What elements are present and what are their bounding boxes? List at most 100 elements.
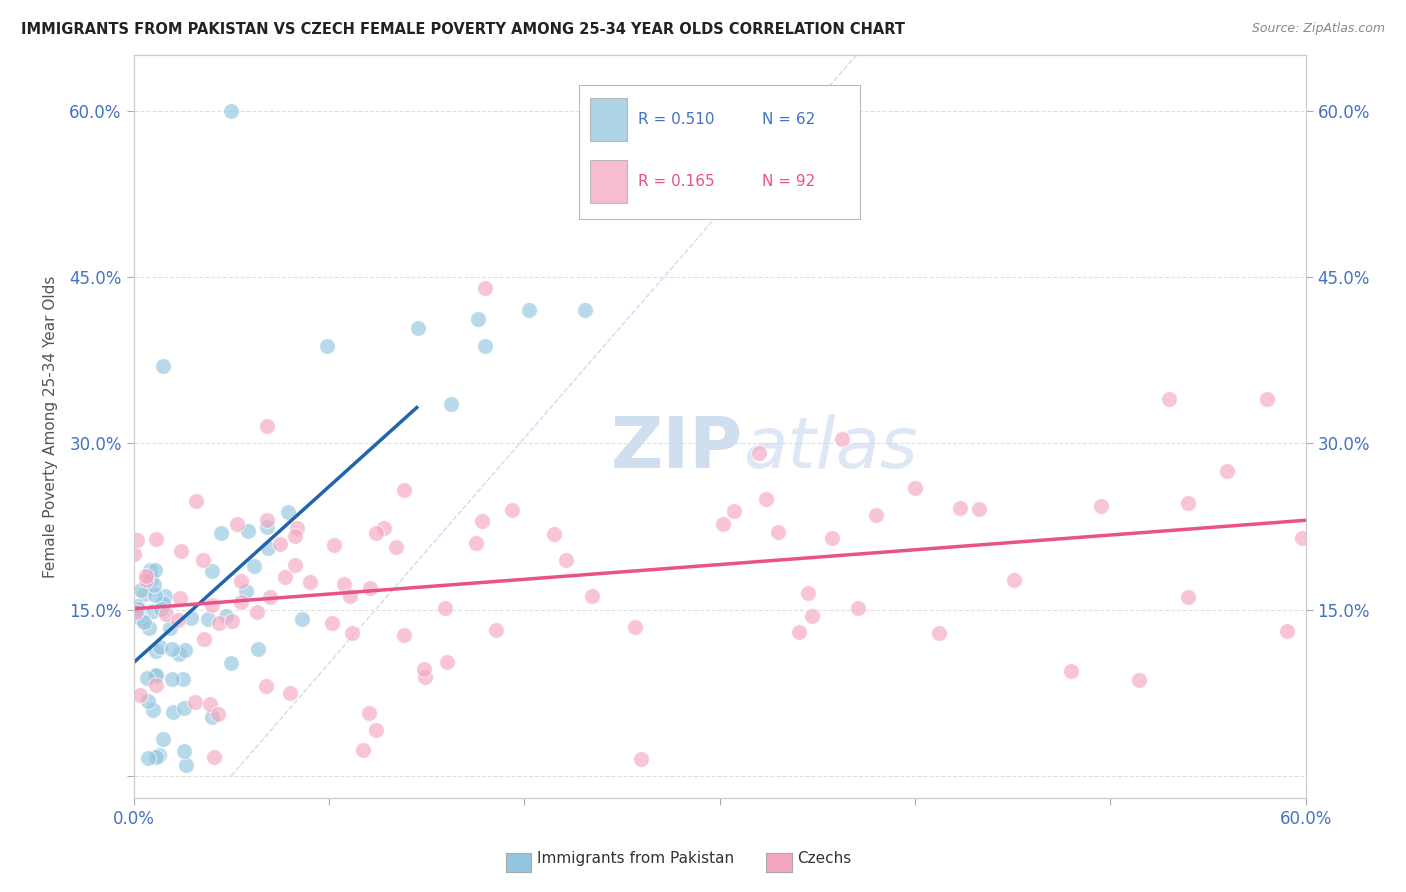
Point (1090, 500, 1112, 514)
Point (373, 521, 395, 535)
Point (291, 612, 314, 626)
Point (172, 673, 194, 687)
Point (152, 359, 174, 373)
Point (257, 541, 280, 555)
Point (723, 504, 745, 518)
Point (436, 655, 458, 669)
Point (280, 685, 302, 699)
Point (155, 607, 177, 621)
Point (219, 103, 242, 118)
Point (145, 678, 167, 692)
Point (122, 547, 145, 561)
Point (800, 609, 823, 624)
Point (471, 514, 494, 528)
Point (145, 643, 167, 657)
Point (1128, 673, 1150, 688)
Point (143, 563, 166, 577)
Point (167, 648, 190, 662)
Point (125, 605, 148, 619)
Point (277, 505, 299, 519)
Point (125, 533, 148, 547)
Point (298, 574, 321, 589)
Point (474, 281, 496, 295)
Point (256, 513, 278, 527)
Point (865, 508, 887, 523)
Point (333, 577, 356, 591)
Point (517, 303, 540, 318)
Point (574, 303, 596, 318)
Point (246, 605, 269, 619)
Point (554, 553, 576, 567)
Point (184, 695, 207, 709)
Point (152, 732, 174, 747)
Point (127, 602, 149, 616)
Point (135, 573, 157, 587)
Point (139, 572, 162, 586)
Point (152, 596, 174, 610)
Point (246, 642, 269, 657)
Point (315, 339, 337, 353)
Point (1216, 464, 1239, 478)
Y-axis label: Female Poverty Among 25-34 Year Olds: Female Poverty Among 25-34 Year Olds (44, 276, 58, 578)
Point (928, 625, 950, 640)
Point (846, 601, 869, 615)
Point (256, 520, 278, 534)
Point (129, 582, 152, 597)
Point (467, 312, 489, 326)
Text: Czechs: Czechs (797, 851, 852, 865)
Text: atlas: atlas (742, 415, 918, 483)
Point (581, 589, 603, 603)
Point (359, 581, 381, 595)
Point (201, 598, 224, 612)
Point (711, 516, 734, 531)
Point (340, 626, 363, 640)
Point (284, 558, 307, 572)
Point (797, 586, 820, 600)
Point (755, 491, 778, 506)
Point (322, 538, 344, 552)
Point (162, 672, 184, 686)
Point (357, 706, 380, 720)
Point (160, 641, 183, 656)
Point (198, 697, 221, 711)
Point (748, 446, 770, 460)
Point (215, 609, 238, 624)
Point (1060, 664, 1083, 678)
Point (1291, 531, 1313, 545)
Point (229, 574, 252, 588)
Point (145, 667, 167, 681)
Point (143, 588, 166, 602)
Point (415, 670, 437, 684)
Point (209, 525, 232, 540)
Point (904, 481, 927, 495)
Point (501, 503, 523, 517)
Point (1157, 392, 1180, 406)
Point (208, 615, 231, 630)
Point (138, 751, 160, 765)
Point (143, 578, 166, 592)
Point (1177, 496, 1199, 510)
Point (1275, 624, 1298, 638)
Point (321, 615, 343, 630)
Point (136, 671, 159, 685)
Point (630, 752, 652, 766)
Point (145, 532, 167, 546)
Point (221, 614, 243, 628)
Point (143, 669, 166, 683)
Point (787, 624, 810, 639)
Point (132, 587, 155, 601)
Point (231, 595, 253, 609)
Point (440, 396, 463, 410)
Point (162, 706, 184, 720)
Point (226, 516, 249, 531)
Point (191, 553, 214, 567)
Point (269, 537, 291, 551)
Point (173, 642, 195, 657)
Point (202, 750, 225, 764)
Point (339, 589, 361, 603)
Point (193, 632, 215, 646)
Text: ZIP: ZIP (610, 415, 742, 483)
Point (167, 613, 190, 627)
Point (385, 540, 408, 554)
Point (392, 628, 415, 642)
